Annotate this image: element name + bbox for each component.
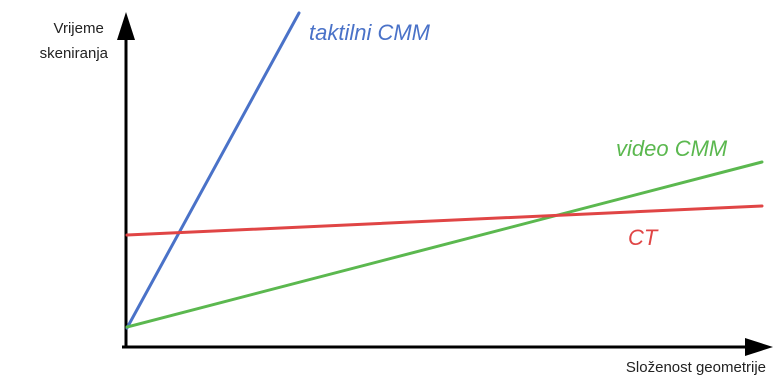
video-cmm-line	[125, 160, 764, 329]
tactile-cmm-line	[125, 11, 301, 330]
tactile-cmm-label: taktilni CMM	[309, 20, 431, 45]
ct-label: CT	[628, 225, 659, 250]
x-axis-arrowhead	[745, 338, 773, 356]
video-cmm-label: video CMM	[616, 136, 728, 161]
axes	[117, 12, 773, 356]
ct-line	[125, 204, 764, 237]
y-axis-label-line-2: skeniranja	[40, 45, 109, 62]
y-axis-label-line-1: Vrijeme	[54, 20, 104, 37]
x-axis-label: Složenost geometrije	[626, 359, 766, 376]
y-axis-arrowhead	[117, 12, 135, 40]
y-axis-label: Vrijeme skeniranja	[40, 20, 109, 62]
